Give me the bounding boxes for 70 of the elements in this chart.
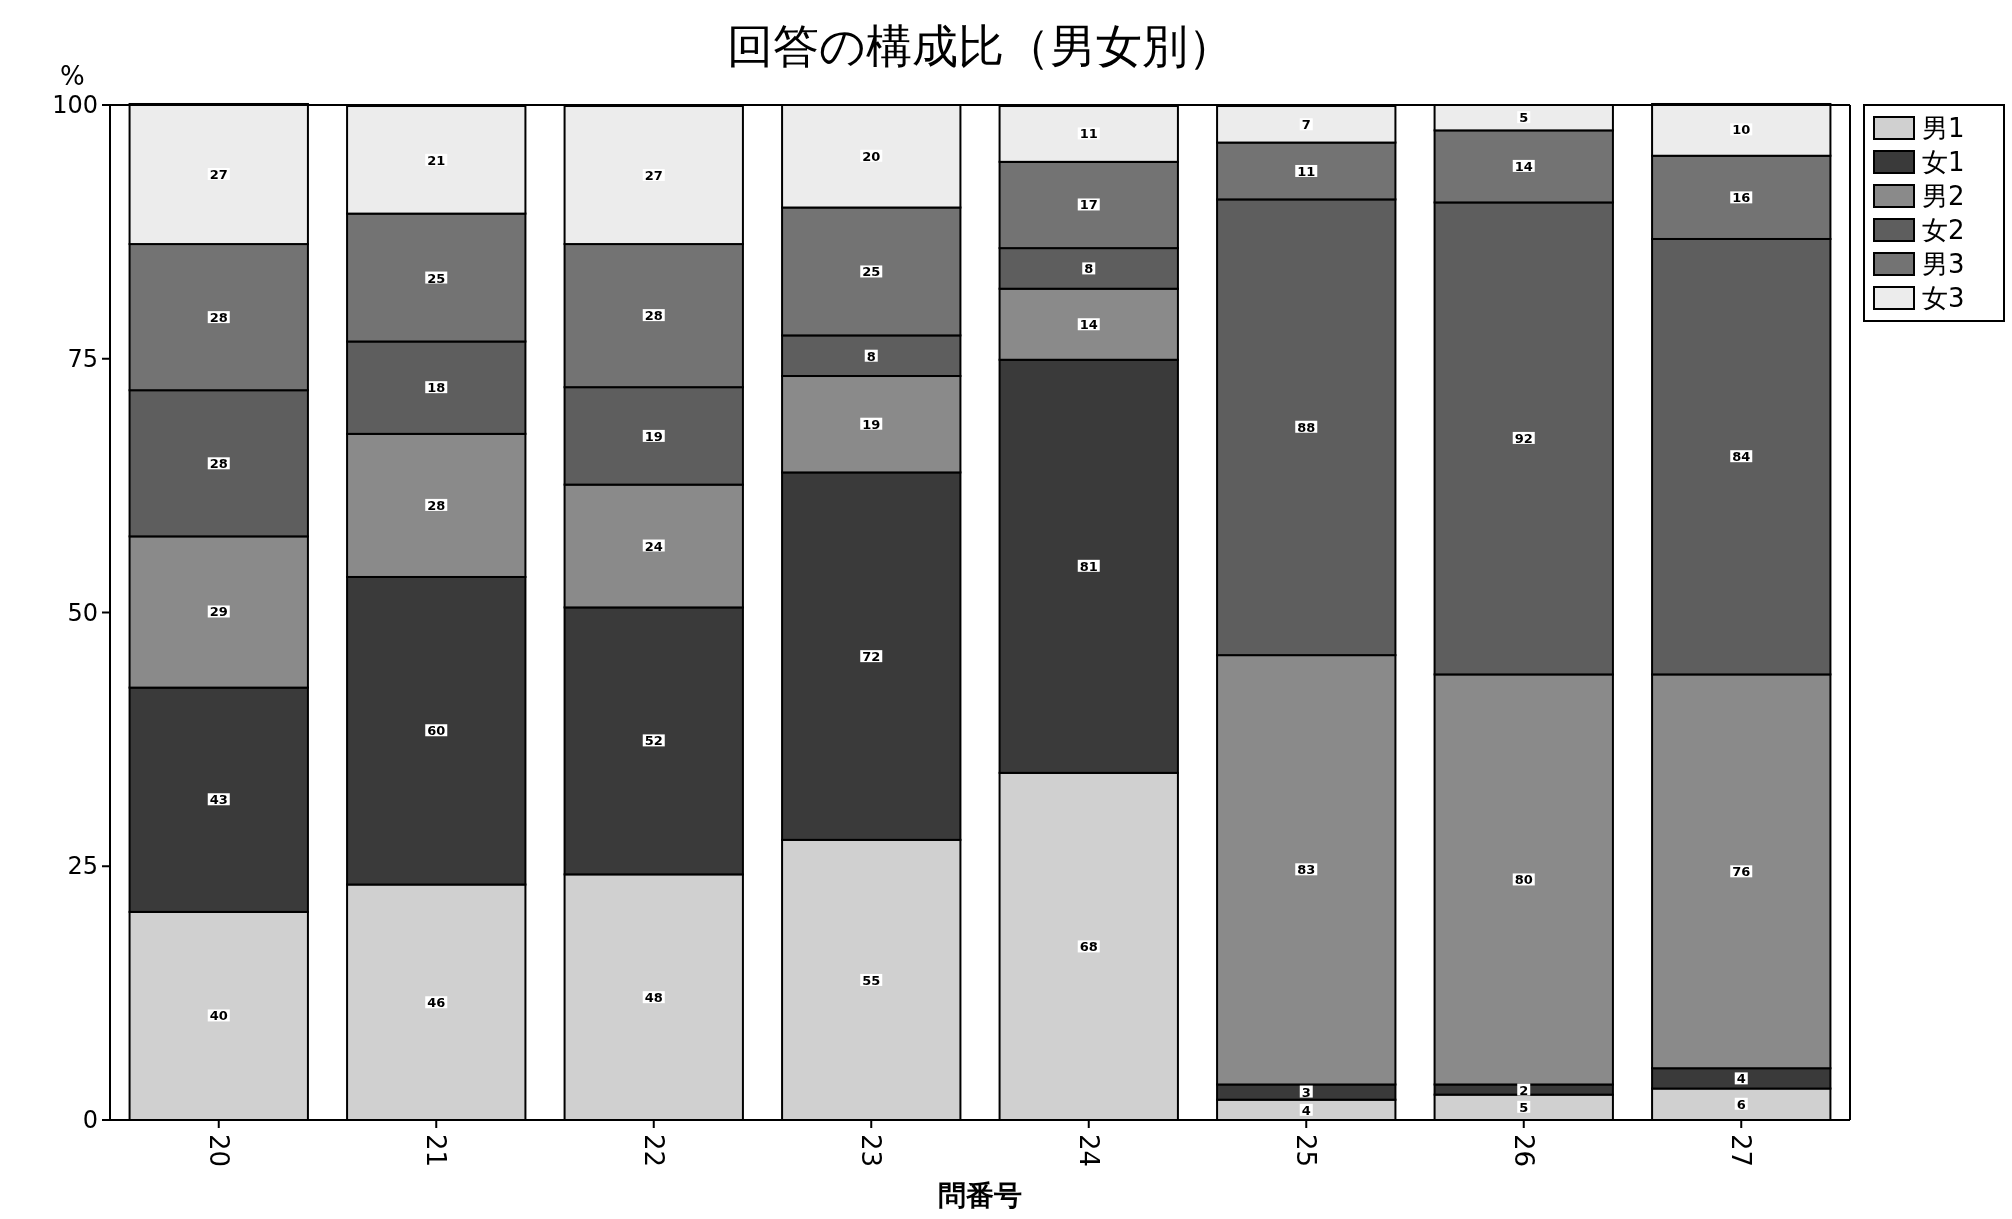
legend-label: 女3: [1922, 283, 1965, 313]
annotation: 28: [209, 456, 228, 472]
annotation: 92: [1514, 430, 1533, 446]
annotation: 28: [209, 310, 228, 326]
annotation: 4: [1736, 1071, 1746, 1087]
y-tick-label: 50: [67, 598, 98, 627]
annotation: 88: [1297, 419, 1316, 435]
annotation: 60: [427, 723, 446, 739]
legend-label: 男1: [1922, 113, 1965, 143]
x-tick-label: 23: [856, 1134, 887, 1168]
annotation: 19: [862, 416, 881, 432]
annotation: 76: [1732, 864, 1751, 880]
annotation: 17: [1079, 197, 1098, 213]
annotation: 81: [1079, 558, 1098, 574]
x-tick-label: 26: [1508, 1134, 1539, 1168]
y-tick-label: 25: [67, 852, 98, 881]
chart-title: 回答の構成比（男女別）: [726, 19, 1234, 73]
annotation: 68: [1079, 939, 1098, 955]
annotation: 14: [1514, 158, 1533, 174]
x-axis-title: 問番号: [938, 1179, 1022, 1212]
annotation: 14: [1079, 317, 1098, 333]
annotation: 48: [644, 990, 663, 1006]
annotation: 29: [209, 604, 228, 620]
annotation: 83: [1297, 862, 1316, 878]
annotation: 8: [1084, 261, 1094, 277]
annotation: 52: [644, 733, 663, 749]
x-tick-label: 25: [1291, 1134, 1322, 1168]
annotation: 16: [1732, 190, 1751, 206]
annotation: 55: [862, 972, 881, 988]
annotation: 20: [862, 148, 881, 164]
annotation: 40: [209, 1008, 228, 1024]
annotation: 2: [1519, 1082, 1529, 1098]
annotation: 11: [1297, 163, 1316, 179]
annotation: 4: [1301, 1102, 1311, 1118]
annotation: 27: [644, 168, 663, 184]
y-axis-title: %: [60, 61, 85, 91]
annotation: 24: [644, 538, 663, 554]
x-tick-label: 22: [638, 1134, 669, 1168]
annotation: 3: [1301, 1084, 1311, 1100]
annotation: 28: [427, 497, 446, 513]
annotation: 72: [862, 649, 881, 665]
legend-label: 男3: [1922, 249, 1965, 279]
legend-label: 女1: [1922, 147, 1965, 177]
y-tick-label: 0: [82, 1106, 98, 1134]
annotation: 84: [1732, 449, 1751, 465]
annotation: 7: [1301, 117, 1311, 133]
annotation: 28: [644, 308, 663, 324]
x-tick-label: 21: [421, 1134, 452, 1168]
annotation: 5: [1519, 110, 1529, 126]
annotation: 80: [1514, 872, 1533, 888]
y-tick-label: 100: [52, 91, 98, 119]
annotation: 5: [1519, 1099, 1529, 1115]
annotation: 43: [209, 792, 228, 808]
annotation: 21: [427, 152, 446, 168]
annotation: 46: [427, 995, 446, 1011]
annotation: 19: [644, 428, 663, 444]
x-tick-label: 20: [203, 1134, 234, 1168]
y-tick-label: 75: [67, 344, 98, 373]
legend-label: 男2: [1922, 181, 1965, 211]
annotation: 27: [209, 167, 228, 183]
annotation: 18: [427, 380, 446, 396]
annotation: 25: [862, 264, 881, 280]
annotation: 25: [427, 270, 446, 286]
legend-label: 女2: [1922, 215, 1965, 245]
annotation: 8: [866, 348, 876, 364]
annotation: 11: [1079, 126, 1098, 142]
annotation: 10: [1732, 122, 1751, 138]
x-tick-label: 24: [1073, 1134, 1104, 1168]
x-tick-label: 27: [1726, 1134, 1757, 1168]
annotation: 6: [1736, 1096, 1746, 1112]
